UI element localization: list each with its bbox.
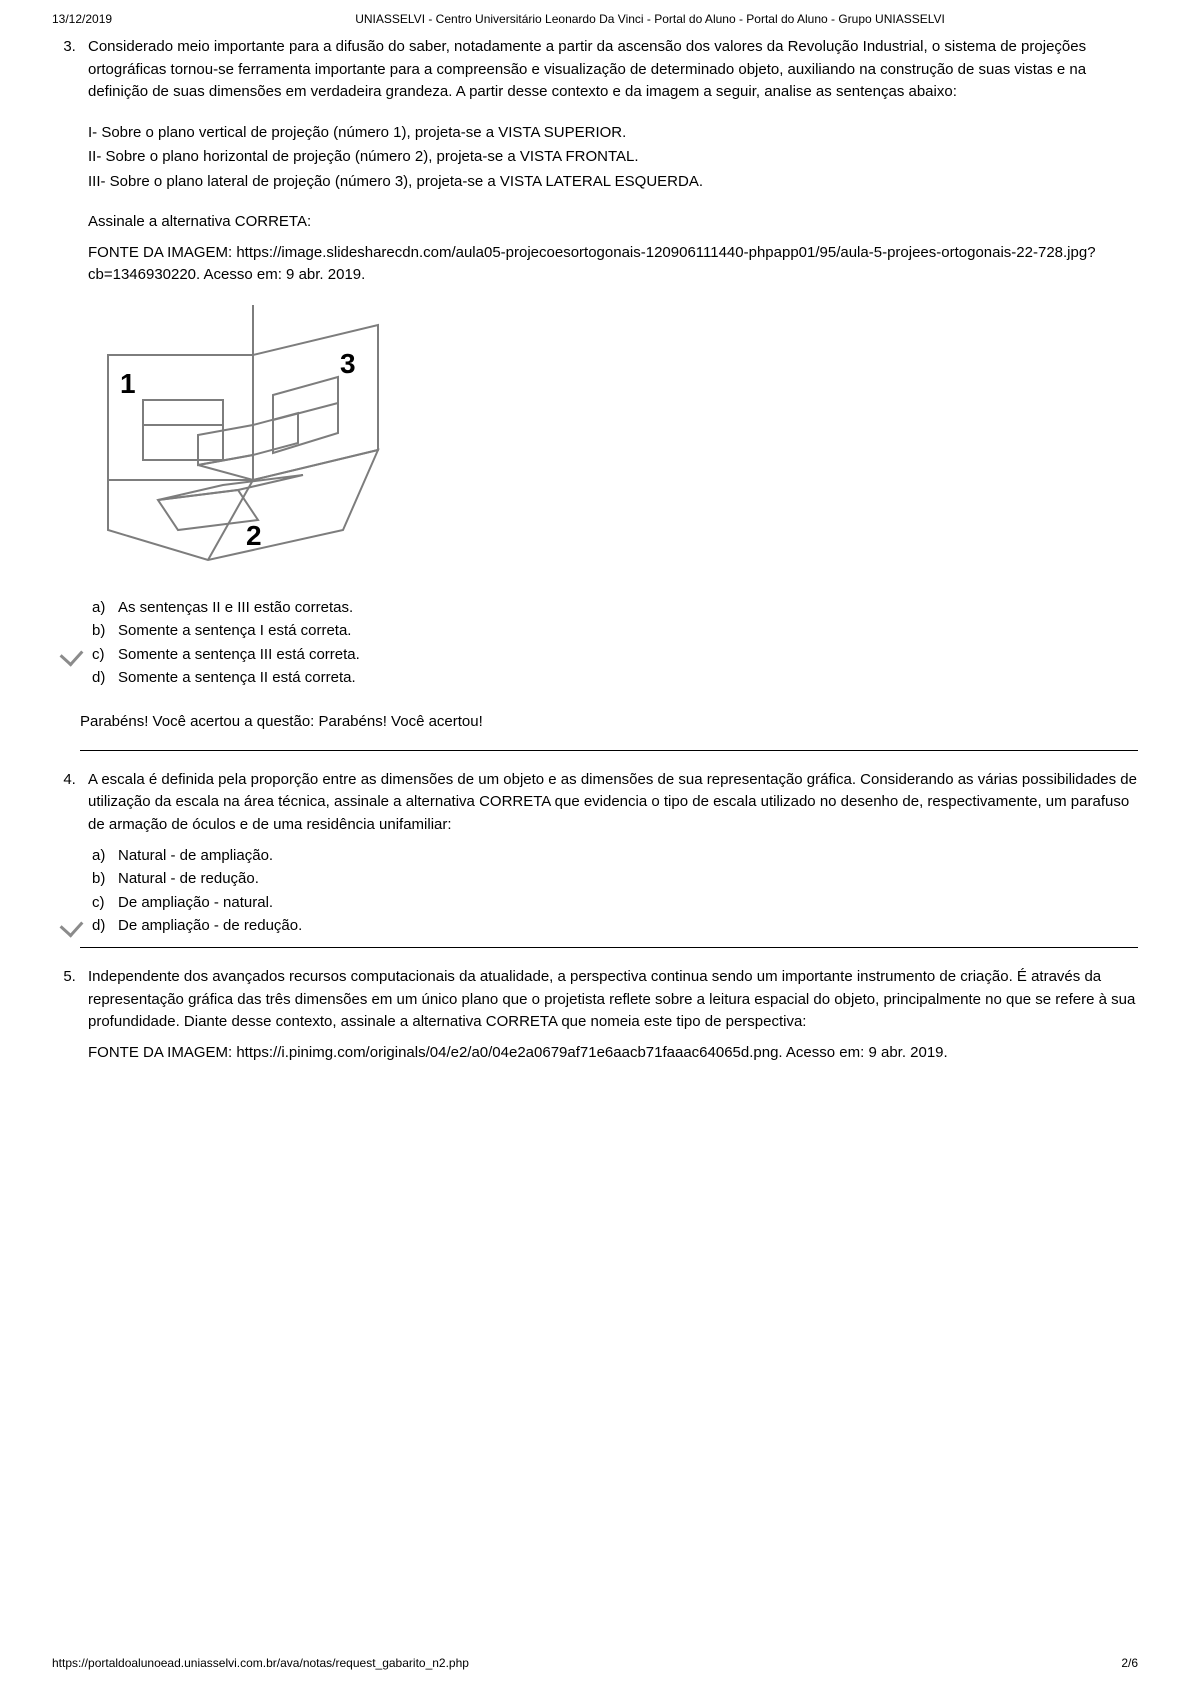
projection-diagram: 1 3 2	[88, 295, 1138, 583]
alt-letter: d)	[92, 666, 105, 689]
statement-iii: III- Sobre o plano lateral de projeção (…	[88, 171, 1138, 194]
alt-a[interactable]: a) As sentenças II e III estão corretas.	[88, 596, 1138, 619]
alt-letter: b)	[92, 619, 105, 642]
print-date: 13/12/2019	[52, 12, 112, 26]
alt-text: Somente a sentença I está correta.	[118, 622, 351, 639]
alt-text: Somente a sentença III está correta.	[118, 646, 360, 663]
alternatives-q4: a) Natural - de ampliação. b) Natural - …	[88, 844, 1138, 937]
statement-i: I- Sobre o plano vertical de projeção (n…	[88, 122, 1138, 145]
alt-letter: a)	[92, 596, 105, 619]
diagram-label-2: 2	[246, 520, 262, 551]
alt-text: Natural - de ampliação.	[118, 847, 273, 864]
alt-b[interactable]: b) Somente a sentença I está correta.	[88, 619, 1138, 642]
alt-letter: c)	[92, 891, 105, 914]
question-divider	[80, 750, 1138, 751]
question-5: Independente dos avançados recursos comp…	[80, 966, 1138, 1064]
alt-c[interactable]: c) Somente a sentença III está correta.	[88, 643, 1138, 666]
question-4: A escala é definida pela proporção entre…	[80, 769, 1138, 949]
alt-text: De ampliação - de redução.	[118, 917, 302, 934]
alt-d[interactable]: d) De ampliação - de redução.	[88, 914, 1138, 937]
alt-c[interactable]: c) De ampliação - natural.	[88, 891, 1138, 914]
question-divider	[80, 947, 1138, 948]
projection-diagram-svg: 1 3 2	[88, 295, 398, 575]
diagram-label-3: 3	[340, 348, 356, 379]
footer-page-number: 2/6	[1121, 1656, 1138, 1670]
diagram-label-1: 1	[120, 368, 136, 399]
alt-letter: b)	[92, 867, 105, 890]
alt-letter: d)	[92, 914, 105, 937]
alt-a[interactable]: a) Natural - de ampliação.	[88, 844, 1138, 867]
alt-letter: a)	[92, 844, 105, 867]
alt-d[interactable]: d) Somente a sentença II está correta.	[88, 666, 1138, 689]
statements-block: I- Sobre o plano vertical de projeção (n…	[88, 122, 1138, 194]
page-header: 13/12/2019 UNIASSELVI - Centro Universit…	[52, 12, 1138, 26]
alt-text: Natural - de redução.	[118, 870, 259, 887]
question-intro: Considerado meio importante para a difus…	[88, 36, 1138, 104]
page-title: UNIASSELVI - Centro Universitário Leonar…	[112, 12, 1138, 26]
alt-text: As sentenças II e III estão corretas.	[118, 599, 353, 616]
question-3: Considerado meio importante para a difus…	[80, 36, 1138, 751]
alternatives-q3: a) As sentenças II e III estão corretas.…	[88, 596, 1138, 689]
statement-ii: II- Sobre o plano horizontal de projeção…	[88, 146, 1138, 169]
alt-b[interactable]: b) Natural - de redução.	[88, 867, 1138, 890]
questions-list: Considerado meio importante para a difus…	[52, 36, 1138, 1064]
page-footer: https://portaldoalunoead.uniasselvi.com.…	[52, 1656, 1138, 1670]
alt-text: De ampliação - natural.	[118, 894, 273, 911]
question-intro: Independente dos avançados recursos comp…	[88, 966, 1138, 1034]
question-intro: A escala é definida pela proporção entre…	[88, 769, 1138, 837]
image-source: FONTE DA IMAGEM: https://image.slideshar…	[88, 242, 1138, 287]
alt-letter: c)	[92, 643, 105, 666]
image-source: FONTE DA IMAGEM: https://i.pinimg.com/or…	[88, 1042, 1138, 1065]
feedback-text: Parabéns! Você acertou a questão: Parabé…	[80, 711, 1138, 734]
alt-text: Somente a sentença II está correta.	[118, 669, 356, 686]
footer-url: https://portaldoalunoead.uniasselvi.com.…	[52, 1656, 469, 1670]
question-prompt: Assinale a alternativa CORRETA:	[88, 211, 1138, 234]
